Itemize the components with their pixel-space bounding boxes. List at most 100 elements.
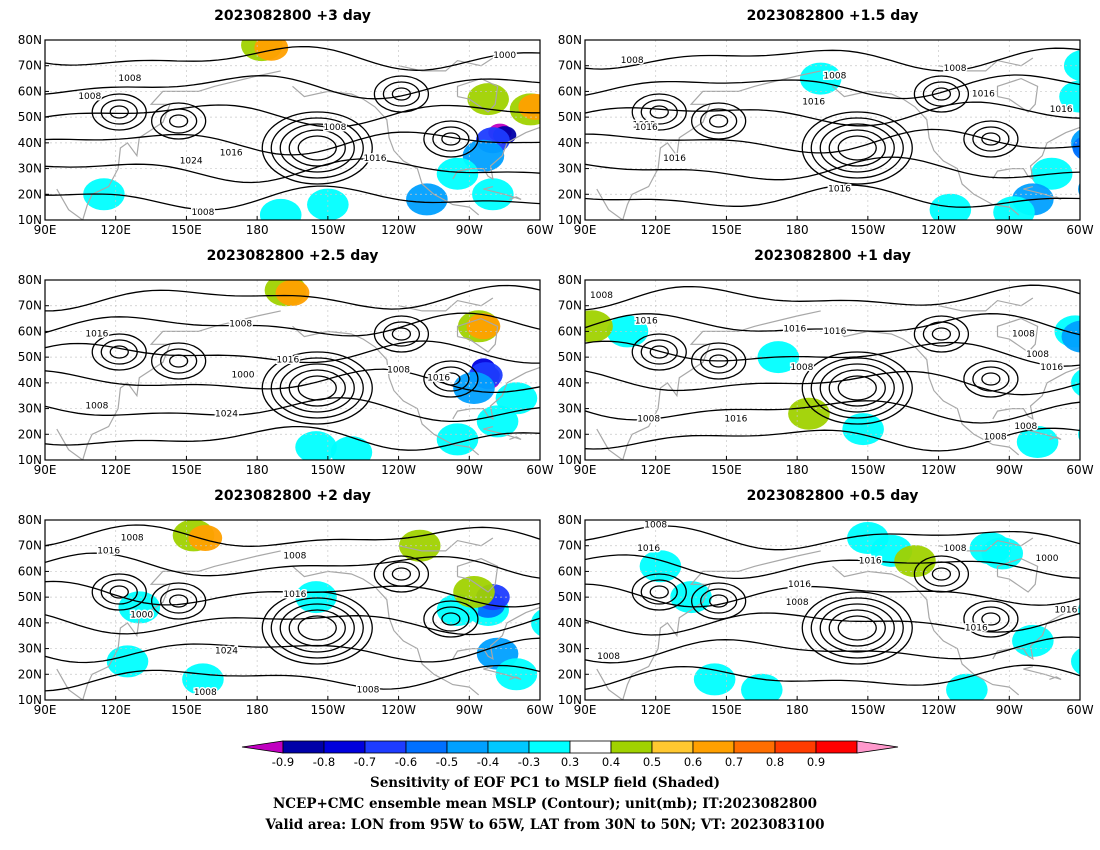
contour-line (45, 75, 540, 100)
shaded-area (453, 576, 495, 608)
x-tick-label: 120W (921, 703, 956, 717)
contour-line (45, 158, 540, 184)
contour-line (45, 368, 540, 394)
contour-label: 1016 (788, 580, 811, 590)
x-tick-label: 120E (640, 463, 671, 477)
contour-label: 1016 (783, 324, 806, 334)
y-tick-label: 80N (558, 273, 582, 287)
map-panel: 1008101610081000101610241008100820230828… (18, 488, 554, 717)
contour-ring (963, 600, 1019, 638)
contour-ring (382, 321, 421, 347)
contour-ring (709, 354, 729, 368)
shaded-area (1059, 80, 1080, 113)
x-tick-label: 60W (526, 703, 553, 717)
shaded-area (472, 178, 514, 211)
x-tick-label: 150E (711, 463, 742, 477)
shaded-area (188, 525, 223, 551)
colorbar-swatch (774, 740, 817, 754)
y-tick-label: 60N (18, 84, 42, 98)
mslp-contours (45, 284, 540, 451)
colorbar-swatch (487, 740, 530, 754)
y-tick-label: 20N (18, 427, 42, 441)
coastline (483, 666, 522, 680)
contour-ring (801, 351, 913, 425)
coastline (832, 85, 1020, 216)
panel-frame (584, 39, 1081, 221)
y-tick-label: 10N (18, 453, 42, 467)
contour-ring (441, 612, 461, 626)
colorbar-label: -0.8 (313, 755, 335, 769)
y-tick-label: 50N (18, 110, 42, 124)
y-tick-label: 40N (18, 136, 42, 150)
contour-ring (837, 615, 877, 641)
contour-label: 1008 (790, 363, 813, 373)
contour-ring (91, 573, 147, 611)
shaded-area (406, 183, 448, 216)
contour-ring (972, 606, 1010, 632)
colorbar-high-arrow (856, 740, 899, 754)
colorbar-swatch (610, 740, 653, 754)
contour-ring (640, 339, 678, 365)
contour-line (585, 664, 1080, 690)
colorbar-swatch (405, 740, 448, 754)
contour-ring (640, 579, 678, 605)
coastline (596, 70, 821, 220)
colorbar-label: 0.9 (807, 755, 825, 769)
contour-label: 1008 (637, 414, 660, 424)
contour-ring (109, 345, 129, 359)
y-tick-label: 10N (558, 453, 582, 467)
x-tick-label: 180 (786, 463, 809, 477)
contour-ring (279, 363, 355, 413)
coastline (1023, 186, 1062, 200)
mslp-contours (45, 45, 540, 211)
contour-label: 1016 (802, 97, 825, 107)
contour-ring (913, 75, 970, 113)
contour-label: 1016 (427, 373, 450, 383)
shaded-area (436, 157, 479, 190)
contour-ring (837, 135, 877, 161)
colorbar-low-arrow (241, 740, 284, 754)
x-tick-label: 120E (100, 463, 131, 477)
colorbar-label: 0.6 (684, 755, 702, 769)
contour-label: 1008 (590, 291, 613, 301)
x-tick-label: 150W (850, 703, 885, 717)
colorbar-label: -0.5 (436, 755, 458, 769)
contour-ring (150, 102, 207, 140)
contour-ring (828, 369, 886, 407)
contour-label: 1008 (944, 544, 967, 554)
contour-ring (109, 105, 129, 119)
shaded-area (495, 382, 538, 415)
contour-label: 1008 (1026, 350, 1049, 360)
contour-ring (391, 327, 412, 341)
shaded-area (929, 193, 972, 220)
contour-ring (391, 87, 412, 101)
contour-line (45, 312, 540, 337)
contour-ring (441, 132, 461, 146)
caption-line-2: NCEP+CMC ensemble mean MSLP (Contour); u… (272, 796, 818, 812)
coastline (292, 565, 480, 696)
coastline (398, 297, 494, 312)
contour-ring (691, 342, 747, 380)
contour-line (585, 427, 1080, 452)
shaded-area (993, 196, 1035, 220)
map-panel: 1016 1008 1000 1016 1024 1008 1016 1008 20230828… (18, 248, 554, 477)
contour-ring (159, 348, 198, 374)
x-tick-label: 150E (171, 463, 202, 477)
contour-ring (810, 597, 904, 659)
contour-ring (441, 372, 461, 386)
contour-label: 1016 (85, 330, 108, 340)
contour-label: 1008 (283, 552, 306, 562)
shaded-area (585, 310, 613, 343)
contour-label: 1000 (232, 371, 255, 381)
y-tick-label: 70N (558, 539, 582, 553)
contour-label: 1016 (364, 154, 387, 164)
shaded-area (295, 431, 337, 460)
panel-frame (584, 279, 1081, 461)
panel-frame (44, 279, 541, 461)
x-tick-label: 180 (246, 463, 269, 477)
contour-ring (640, 99, 678, 125)
map-panel: 1008 1016 1016 1016 1008 1008 1016 1008 1008 1016… (558, 248, 1094, 477)
x-tick-label: 90E (574, 463, 597, 477)
x-tick-label: 90W (996, 223, 1023, 237)
contour-label: 1008 (387, 366, 410, 376)
